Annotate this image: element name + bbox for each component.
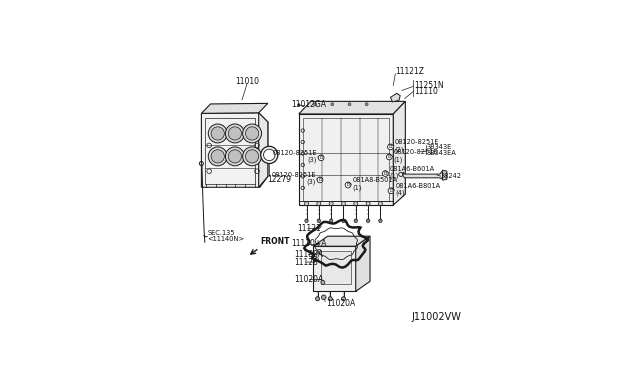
Polygon shape xyxy=(259,113,268,187)
Circle shape xyxy=(314,103,317,106)
Circle shape xyxy=(305,202,308,206)
Text: B: B xyxy=(389,188,393,193)
Text: 08120-8251E
(2): 08120-8251E (2) xyxy=(395,139,439,153)
Circle shape xyxy=(317,177,323,183)
Text: 11020A: 11020A xyxy=(326,299,355,308)
Polygon shape xyxy=(403,171,443,179)
Text: 11188A: 11188A xyxy=(294,250,323,259)
Text: 11010: 11010 xyxy=(235,77,259,86)
Circle shape xyxy=(260,146,278,164)
Polygon shape xyxy=(299,114,394,205)
Polygon shape xyxy=(202,103,268,113)
Text: 081A6-B801A
(4): 081A6-B801A (4) xyxy=(396,183,440,196)
Text: 081A8-B501A
(1): 081A8-B501A (1) xyxy=(353,177,397,190)
Text: FRONT: FRONT xyxy=(260,237,290,246)
Circle shape xyxy=(243,124,262,143)
Circle shape xyxy=(321,280,325,284)
Text: 08120-8251E
(3): 08120-8251E (3) xyxy=(273,150,317,163)
Text: 3B343EA: 3B343EA xyxy=(427,150,456,156)
Text: 3B343E: 3B343E xyxy=(427,144,452,150)
Polygon shape xyxy=(314,246,356,291)
Polygon shape xyxy=(202,113,268,187)
Text: 11110: 11110 xyxy=(414,87,438,96)
Circle shape xyxy=(366,219,370,222)
Polygon shape xyxy=(321,251,351,284)
Text: 11128: 11128 xyxy=(294,257,318,267)
Circle shape xyxy=(225,147,244,166)
Circle shape xyxy=(246,150,259,163)
Text: <11140N>: <11140N> xyxy=(208,235,244,241)
Circle shape xyxy=(330,219,333,222)
Polygon shape xyxy=(299,101,405,114)
Circle shape xyxy=(264,149,275,161)
Circle shape xyxy=(383,171,388,176)
Text: 11020A: 11020A xyxy=(294,275,324,284)
Circle shape xyxy=(316,297,319,301)
Circle shape xyxy=(354,202,358,206)
Text: SEC.135: SEC.135 xyxy=(208,230,235,236)
Circle shape xyxy=(305,219,308,222)
Text: B: B xyxy=(346,183,349,187)
Circle shape xyxy=(228,127,241,140)
Circle shape xyxy=(378,202,383,206)
Text: 12279: 12279 xyxy=(268,175,291,185)
Text: B: B xyxy=(388,154,391,160)
Circle shape xyxy=(354,219,358,222)
Text: 11012GA: 11012GA xyxy=(291,100,326,109)
Text: 11121Z: 11121Z xyxy=(396,67,424,76)
Circle shape xyxy=(345,182,351,188)
Text: 11121: 11121 xyxy=(298,224,321,233)
Circle shape xyxy=(208,124,227,143)
Circle shape xyxy=(321,295,326,299)
Circle shape xyxy=(246,127,259,140)
Circle shape xyxy=(331,103,333,106)
Circle shape xyxy=(329,202,333,206)
Text: J11002VW: J11002VW xyxy=(412,312,461,323)
Circle shape xyxy=(328,297,332,301)
Circle shape xyxy=(225,124,244,143)
Polygon shape xyxy=(443,170,447,180)
Text: 081A6-B601A
(1): 081A6-B601A (1) xyxy=(390,166,435,179)
Circle shape xyxy=(243,147,262,166)
Circle shape xyxy=(317,202,321,206)
Circle shape xyxy=(342,202,346,206)
Circle shape xyxy=(317,219,321,222)
Circle shape xyxy=(298,104,300,106)
Text: B: B xyxy=(318,177,322,182)
Circle shape xyxy=(348,103,351,106)
Circle shape xyxy=(388,188,394,193)
Polygon shape xyxy=(314,236,370,246)
Text: 11110+A: 11110+A xyxy=(292,239,327,248)
Text: 38242: 38242 xyxy=(440,173,461,179)
Circle shape xyxy=(211,127,225,140)
Circle shape xyxy=(387,154,392,160)
Text: 08120-8251E
(1): 08120-8251E (1) xyxy=(394,149,438,163)
Circle shape xyxy=(388,144,394,150)
Circle shape xyxy=(379,219,382,222)
Text: B: B xyxy=(388,144,392,150)
Polygon shape xyxy=(356,236,370,291)
Circle shape xyxy=(342,219,345,222)
Polygon shape xyxy=(394,101,405,205)
Text: 08120-8251E
(3): 08120-8251E (3) xyxy=(271,172,316,186)
Circle shape xyxy=(208,147,227,166)
Circle shape xyxy=(228,150,241,163)
Circle shape xyxy=(342,297,346,301)
Text: B: B xyxy=(383,171,387,176)
Circle shape xyxy=(318,155,324,161)
Text: B: B xyxy=(319,155,323,160)
Circle shape xyxy=(366,202,370,206)
Polygon shape xyxy=(390,93,400,102)
Circle shape xyxy=(211,150,225,163)
Text: 11251N: 11251N xyxy=(414,81,444,90)
Circle shape xyxy=(365,103,368,106)
